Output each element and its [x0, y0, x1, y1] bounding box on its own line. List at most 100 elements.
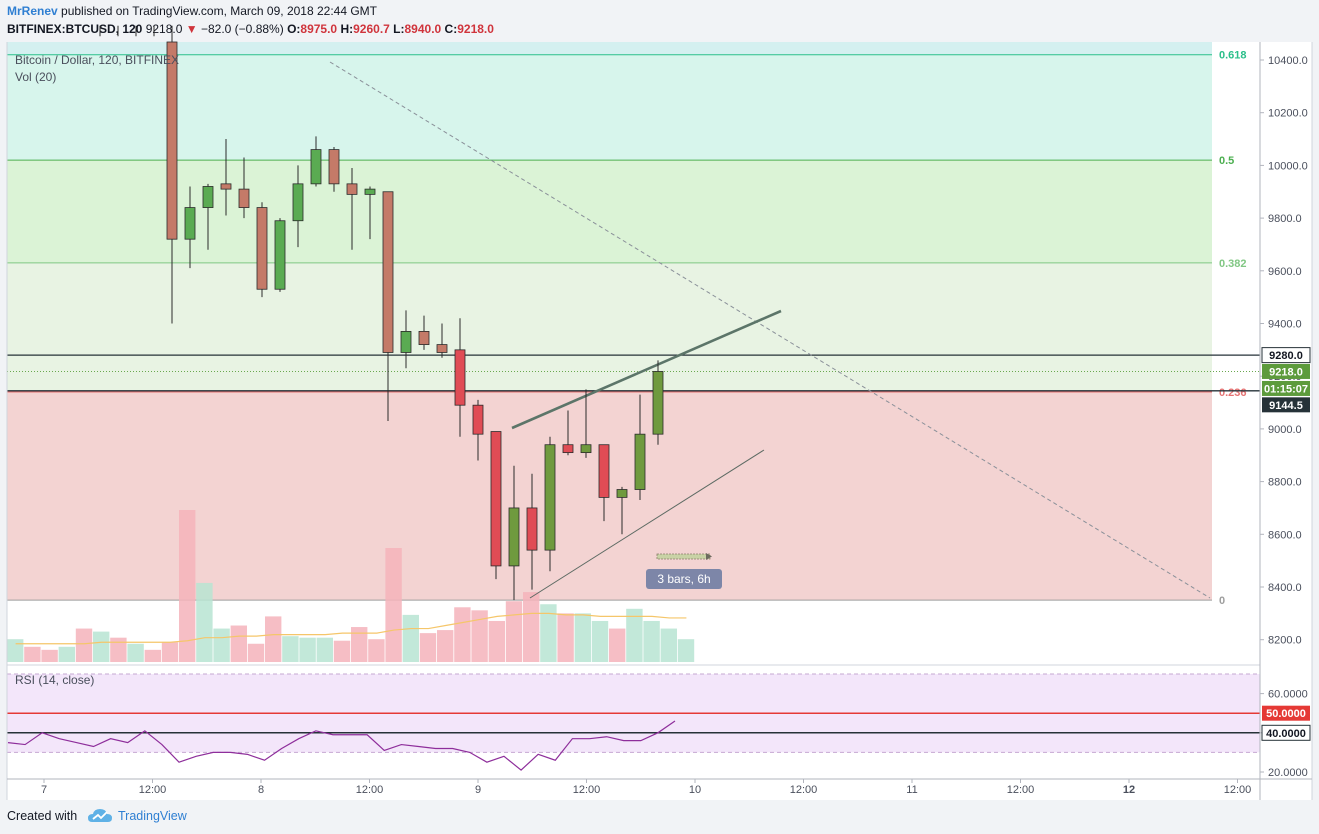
down-arrow-icon: ▼ — [185, 22, 198, 36]
rsi-badge-40: 40.0000 — [1266, 728, 1306, 740]
footer: Created with TradingView — [0, 800, 1319, 834]
volume-bar — [402, 614, 419, 662]
rsi-badge-50-box — [1262, 705, 1310, 721]
fib-level-label: 0.236 — [1219, 387, 1247, 399]
price-tick-label: 10400.0 — [1268, 55, 1308, 67]
candle-body — [310, 149, 322, 185]
price-tick-label: 10200.0 — [1268, 108, 1308, 120]
price-tick-label: 10000.0 — [1268, 160, 1308, 172]
rsi-pane[interactable] — [7, 664, 1312, 771]
candle-body — [328, 149, 340, 185]
volume-bar — [75, 628, 93, 662]
volume-bar — [385, 548, 402, 662]
volume-bar — [230, 625, 247, 662]
series-title: Bitcoin / Dollar, 120, BITFINEX — [15, 53, 180, 67]
candle-body — [562, 444, 574, 454]
fib-band — [7, 54, 1212, 161]
open-value: 8975.0 — [300, 22, 338, 36]
price-tick-label: 8200.0 — [1268, 635, 1302, 647]
close-value: 9218.0 — [457, 22, 494, 36]
tradingview-cloud-icon — [88, 809, 112, 822]
time-tick-label: 9 — [475, 784, 481, 796]
price-tick-label: 9800.0 — [1268, 213, 1302, 225]
price-tick-label: 9400.0 — [1268, 319, 1302, 331]
volume-bar — [299, 637, 316, 662]
candle-body — [544, 444, 556, 551]
volume-bar — [505, 601, 523, 662]
low-label: L: — [393, 22, 405, 36]
wedge-upper-trendline — [511, 309, 782, 430]
candle-body — [238, 188, 250, 208]
time-tick-label: 12:00 — [1007, 784, 1035, 796]
candle-body — [634, 433, 646, 490]
price-axis[interactable]: 8200.08400.08600.08800.09000.09200.09400… — [6, 42, 1313, 800]
time-tick-label: 12:00 — [790, 784, 818, 796]
time-axis[interactable]: 7 12:00 8 12:00 9 12:00 10 12:00 11 12:00 12 12:00 — [7, 778, 1312, 796]
price-tick-label: 8400.0 — [1268, 582, 1302, 594]
price-badge-9280: 9280.0 — [1269, 350, 1303, 362]
price-tick-label: 9000.0 — [1268, 424, 1302, 436]
volume-bar — [110, 637, 127, 662]
candle-body — [346, 183, 358, 195]
time-tick-label: 12:00 — [356, 784, 384, 796]
volume-bar — [196, 582, 213, 662]
fib-band — [7, 262, 1212, 393]
price-tick-label: 8800.0 — [1268, 477, 1302, 489]
volume-bar — [591, 620, 609, 662]
candle-body — [382, 191, 394, 353]
volume-bar — [161, 642, 179, 662]
price-change: −82.0 (−0.88%) — [200, 22, 284, 36]
fib-level-label: 0.618 — [1219, 50, 1247, 62]
volume-bar — [333, 640, 351, 662]
candle-body — [202, 186, 214, 208]
rsi-line — [7, 720, 676, 771]
low-value: 8940.0 — [404, 22, 442, 36]
volume-bar — [609, 628, 626, 662]
fibonacci-retracement[interactable]: 0.618 0.5 0.382 0.236 0 — [7, 42, 1247, 607]
volume-bar — [574, 613, 591, 662]
volume-bar — [368, 639, 385, 662]
candle-body — [454, 349, 466, 406]
time-tick-label: 11 — [906, 784, 917, 796]
volume-bar — [454, 607, 471, 662]
publish-info: MrRenev published on TradingView.com, Ma… — [7, 4, 377, 18]
candle-body — [220, 183, 232, 190]
time-tick-label: 12 — [1123, 784, 1135, 796]
candlestick-series[interactable] — [99, 25, 664, 601]
volume-bar — [523, 592, 540, 662]
fib-level-label: 0 — [1219, 595, 1225, 607]
rsi-badge-40-box — [1262, 725, 1310, 741]
volume-bar — [643, 620, 660, 662]
close-label: C: — [444, 22, 458, 36]
candle-body — [418, 331, 430, 345]
candle-body — [472, 404, 484, 435]
chart-header: MrRenev published on TradingView.com, Ma… — [0, 0, 1319, 42]
fib-level-label: 0.5 — [1219, 155, 1234, 167]
measure-label-box — [646, 569, 722, 589]
price-tick-label: 8600.0 — [1268, 529, 1302, 541]
rsi-tick-label: 60.0000 — [1268, 689, 1308, 701]
volume-bar — [179, 510, 196, 662]
fib-level-label: 0.382 — [1219, 258, 1247, 270]
bars-measure-range — [656, 553, 711, 560]
time-tick-label: 10 — [689, 784, 701, 796]
price-badge-9144: 9144.5 — [1269, 400, 1303, 412]
time-tick-label: 8 — [258, 784, 264, 796]
price-tick-label: 9600.0 — [1268, 266, 1302, 278]
created-with-text: Created with — [7, 809, 78, 823]
author-name[interactable]: MrRenev — [7, 4, 58, 18]
tradingview-brand-link[interactable]: TradingView — [118, 809, 187, 823]
candle-body — [364, 188, 376, 195]
diagonal-trendline — [329, 61, 1211, 599]
candle-body — [526, 507, 538, 551]
time-tick-label: 12:00 — [573, 784, 601, 796]
high-label: H: — [340, 22, 354, 36]
drawings-layer[interactable]: 3 bars, 6h — [7, 61, 1260, 599]
volume-histogram — [7, 510, 695, 662]
candle-body — [508, 507, 520, 567]
candle-body — [436, 344, 448, 353]
volume-bar — [247, 643, 265, 662]
volume-legend: Vol (20) — [15, 70, 57, 84]
rsi-tick-label: 20.0000 — [1268, 767, 1308, 779]
